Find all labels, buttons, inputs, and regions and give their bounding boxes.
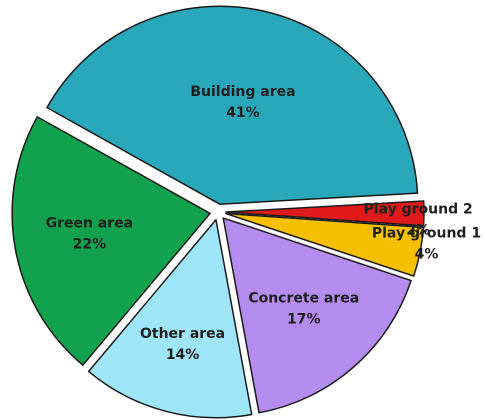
- pie-slice-concrete-area: [222, 217, 412, 414]
- pie-slice-play-ground-2: [225, 200, 425, 227]
- pie-slice-green-area: [11, 116, 211, 366]
- slice-label-green-area: Green area: [46, 216, 134, 232]
- pie-slices: [11, 5, 425, 419]
- slice-percent-play-ground-2: 2%: [406, 222, 430, 238]
- slice-percent-concrete-area: 17%: [287, 312, 321, 328]
- slice-percent-other-area: 14%: [166, 347, 200, 363]
- pie-slice-other-area: [87, 218, 253, 419]
- pie-labels: Play ground 1 4% Concrete area 17% Other are…: [46, 84, 481, 363]
- slice-percent-green-area: 22%: [73, 237, 107, 253]
- slice-label-play-ground-2: Play ground 2: [364, 201, 473, 217]
- slice-label-other-area: Other area: [140, 326, 225, 342]
- slice-percent-play-ground-1: 4%: [415, 246, 439, 262]
- pie-slice-play-ground-1: [225, 212, 425, 277]
- pie-slice-building-area: [46, 5, 419, 205]
- slice-label-play-ground-1: Play ground 1: [372, 225, 481, 241]
- slice-label-building-area: Building area: [190, 84, 295, 100]
- slice-label-concrete-area: Concrete area: [248, 291, 359, 307]
- slice-percent-building-area: 41%: [226, 105, 260, 121]
